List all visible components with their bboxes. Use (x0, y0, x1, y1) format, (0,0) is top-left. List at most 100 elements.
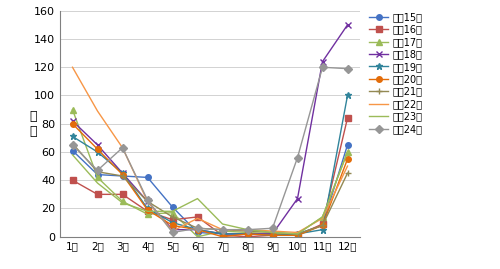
Line: 平成19年: 平成19年 (69, 92, 351, 239)
平成15年 (144, 176, 150, 179)
平成19年 (70, 135, 75, 138)
Line: 平成20年: 平成20年 (70, 121, 350, 239)
平成20年 (244, 232, 250, 236)
平成17年 (270, 232, 276, 236)
平成23年 (194, 197, 200, 200)
平成21年 (120, 174, 126, 178)
平成17年 (294, 232, 300, 236)
平成18年 (244, 232, 250, 236)
平成21年 (94, 170, 100, 173)
平成24年 (344, 67, 350, 70)
平成18年 (120, 172, 126, 175)
平成15年 (120, 174, 126, 178)
平成18年 (320, 60, 326, 63)
Line: 平成22年: 平成22年 (72, 67, 347, 232)
平成24年 (244, 228, 250, 231)
平成19年 (270, 234, 276, 237)
平成15年 (320, 224, 326, 227)
平成23年 (94, 181, 100, 185)
平成18年 (270, 232, 276, 236)
平成23年 (70, 153, 75, 156)
平成21年 (344, 172, 350, 175)
平成17年 (120, 200, 126, 203)
平成16年 (244, 235, 250, 238)
平成23年 (344, 150, 350, 154)
平成22年 (194, 217, 200, 220)
平成19年 (144, 207, 150, 210)
Line: 平成24年: 平成24年 (70, 65, 350, 235)
平成22年 (294, 231, 300, 234)
平成23年 (144, 210, 150, 213)
平成24年 (220, 228, 226, 231)
平成21年 (294, 232, 300, 236)
平成22年 (244, 228, 250, 231)
平成18年 (294, 197, 300, 200)
平成17年 (220, 229, 226, 233)
平成16年 (170, 218, 175, 221)
平成16年 (344, 116, 350, 120)
平成17年 (70, 108, 75, 111)
平成15年 (170, 206, 175, 209)
平成22年 (344, 164, 350, 168)
平成23年 (294, 232, 300, 236)
平成19年 (344, 94, 350, 97)
平成16年 (320, 222, 326, 226)
平成15年 (244, 232, 250, 236)
平成23年 (270, 231, 276, 234)
平成20年 (294, 234, 300, 237)
平成24年 (120, 146, 126, 149)
平成20年 (194, 228, 200, 231)
平成20年 (94, 147, 100, 151)
平成20年 (70, 122, 75, 125)
平成22年 (70, 66, 75, 69)
Line: 平成18年: 平成18年 (69, 22, 351, 237)
平成19年 (320, 228, 326, 231)
平成22年 (144, 200, 150, 203)
平成20年 (320, 224, 326, 227)
平成24年 (270, 226, 276, 230)
平成19年 (294, 232, 300, 236)
平成19年 (220, 232, 226, 236)
平成15年 (344, 143, 350, 147)
平成15年 (70, 149, 75, 152)
平成24年 (70, 143, 75, 147)
平成17年 (170, 211, 175, 214)
平成16年 (70, 179, 75, 182)
平成24年 (320, 66, 326, 69)
平成21年 (194, 226, 200, 230)
平成18年 (194, 228, 200, 231)
平成15年 (194, 231, 200, 234)
平成17年 (244, 231, 250, 234)
平成19年 (94, 150, 100, 154)
平成16年 (270, 234, 276, 237)
平成16年 (144, 210, 150, 213)
平成20年 (344, 157, 350, 161)
平成24年 (144, 199, 150, 202)
平成16年 (94, 193, 100, 196)
平成22年 (170, 229, 175, 233)
平成22年 (220, 228, 226, 231)
Y-axis label: 件
数: 件 数 (29, 110, 37, 138)
平成24年 (194, 226, 200, 230)
平成22年 (120, 146, 126, 149)
平成18年 (170, 228, 175, 231)
平成18年 (94, 143, 100, 147)
平成16年 (220, 234, 226, 237)
平成15年 (294, 232, 300, 236)
Line: 平成21年: 平成21年 (69, 140, 351, 237)
Line: 平成17年: 平成17年 (70, 107, 350, 239)
平成21年 (220, 228, 226, 231)
平成24年 (170, 231, 175, 234)
平成20年 (170, 224, 175, 227)
平成18年 (344, 23, 350, 26)
平成23年 (170, 210, 175, 213)
平成17年 (344, 150, 350, 154)
平成17年 (320, 215, 326, 218)
平成15年 (220, 232, 226, 236)
平成22年 (270, 229, 276, 233)
平成17年 (144, 213, 150, 216)
平成16年 (194, 215, 200, 218)
平成21年 (270, 231, 276, 234)
平成17年 (94, 176, 100, 179)
平成18年 (220, 232, 226, 236)
